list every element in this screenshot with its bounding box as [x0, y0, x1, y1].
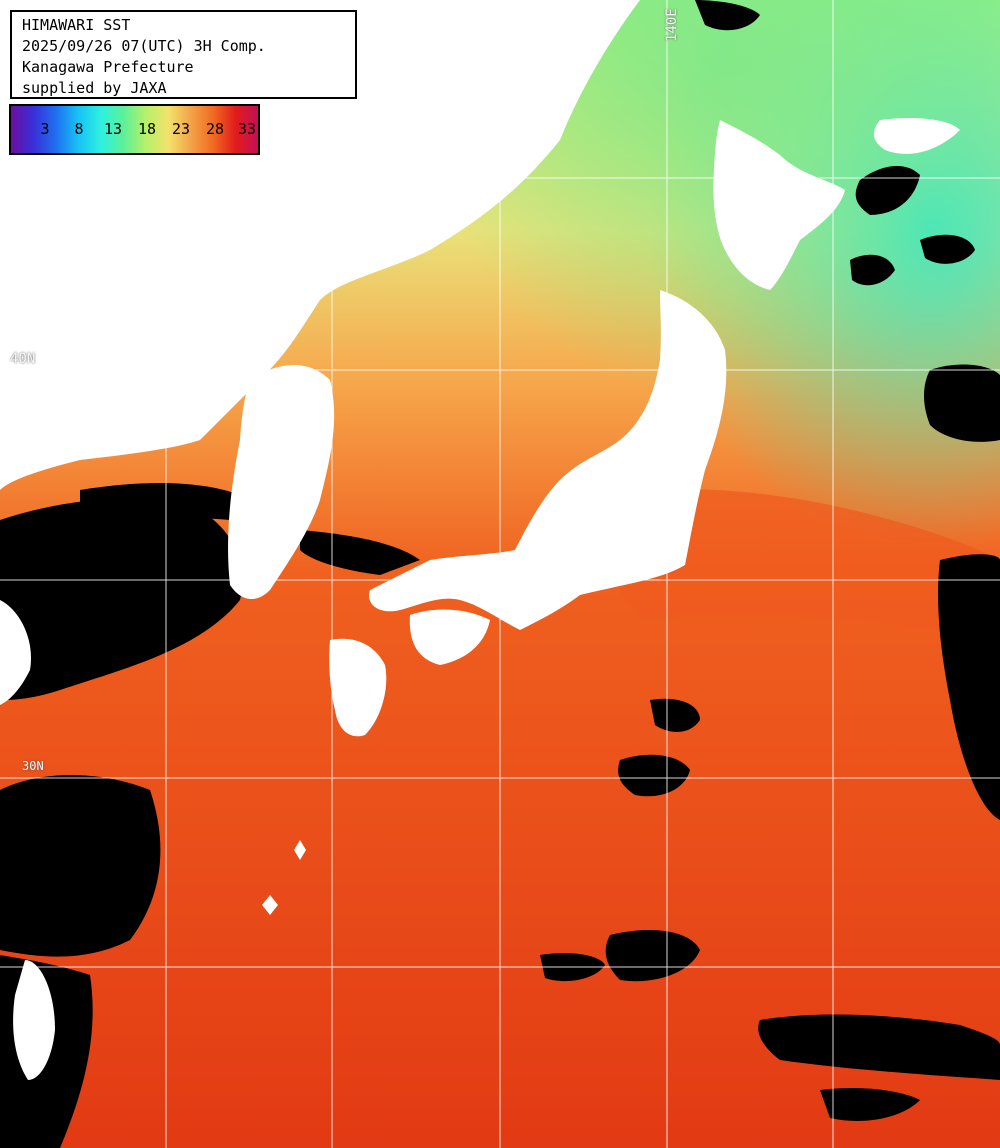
- map-credit: supplied by JAXA: [22, 79, 167, 97]
- legend-tick-18: 18: [137, 120, 157, 138]
- land-sakhalin-tip: [873, 118, 960, 154]
- land-kyushu: [329, 638, 387, 737]
- info-box: HIMAWARI SST 2025/09/26 07(UTC) 3H Comp.…: [10, 10, 357, 99]
- grid-label-40n: 40N: [10, 351, 36, 367]
- legend-tick-3: 3: [40, 120, 50, 138]
- legend-tick-28: 28: [205, 120, 225, 138]
- color-legend: 3 8 13 18 23 28 33: [9, 104, 260, 155]
- land-honshu: [369, 290, 727, 630]
- land-shikoku: [409, 609, 490, 665]
- land-taiwan: [13, 960, 55, 1080]
- map-datetime: 2025/09/26 07(UTC) 3H Comp.: [22, 37, 266, 55]
- map-title: HIMAWARI SST: [22, 16, 131, 34]
- legend-tick-8: 8: [74, 120, 84, 138]
- legend-tick-23: 23: [171, 120, 191, 138]
- grid-label-30n: 30N: [22, 759, 44, 773]
- land-china-coast: [0, 600, 31, 705]
- land-izu-islands: [262, 840, 306, 915]
- land-hokkaido: [713, 120, 845, 290]
- land-korea: [228, 365, 335, 600]
- legend-tick-33: 33: [237, 120, 257, 138]
- grid-label-140e: 140E: [664, 8, 680, 42]
- land-shandong: [30, 373, 133, 410]
- map-region: Kanagawa Prefecture: [22, 58, 194, 76]
- legend-tick-13: 13: [103, 120, 123, 138]
